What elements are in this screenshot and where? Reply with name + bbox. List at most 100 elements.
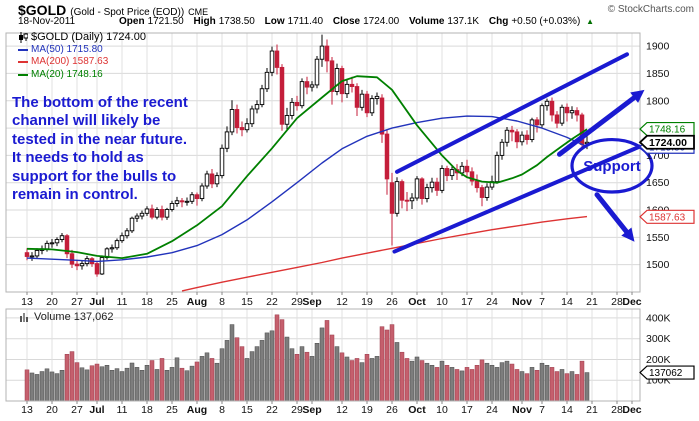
svg-text:15: 15 — [241, 404, 253, 416]
stat-label: Close — [332, 16, 361, 27]
svg-text:18: 18 — [141, 404, 153, 416]
svg-text:1748.16: 1748.16 — [649, 125, 686, 136]
svg-text:15: 15 — [241, 296, 253, 308]
quote-stats-row: Open 1721.50 High 1738.50 Low 1711.40 Close… — [112, 16, 594, 27]
svg-text:17: 17 — [461, 404, 473, 416]
svg-text:21: 21 — [586, 296, 598, 308]
svg-text:13: 13 — [21, 404, 33, 416]
svg-text:137062: 137062 — [649, 368, 683, 379]
svg-text:Jul: Jul — [89, 404, 104, 416]
x-axis-labels-mid: 13 20 27 Jul 11 18 25 Aug 8 15 22 29 Sep 12 19 26 Oct 10 1… — [21, 296, 642, 308]
legend-ma200: MA(200) 1587.63 — [18, 56, 146, 69]
stat-value: 1724.00 — [363, 16, 400, 27]
channel-lines — [392, 52, 642, 254]
volume-callout: 137062 — [639, 365, 695, 380]
ticker-symbol: $GOLD — [18, 2, 67, 18]
svg-text:300K: 300K — [646, 333, 671, 345]
svg-text:1800: 1800 — [646, 95, 670, 107]
svg-text:Sep: Sep — [302, 296, 321, 308]
svg-text:10: 10 — [436, 404, 448, 416]
svg-text:24: 24 — [486, 296, 498, 308]
svg-text:Jul: Jul — [89, 296, 104, 308]
volume-bars — [24, 314, 590, 402]
svg-text:1650: 1650 — [646, 177, 670, 189]
svg-text:11: 11 — [117, 296, 128, 308]
svg-text:25: 25 — [166, 296, 178, 308]
svg-text:28: 28 — [611, 296, 623, 308]
svg-text:18: 18 — [141, 296, 153, 308]
ma20-line — [26, 75, 588, 260]
up-arrow — [557, 89, 645, 157]
svg-text:400K: 400K — [646, 312, 671, 324]
svg-text:26: 26 — [386, 296, 398, 308]
stat-value: 1738.50 — [218, 16, 255, 27]
ma200-line — [181, 215, 588, 292]
svg-text:29: 29 — [291, 296, 303, 308]
volume-legend: Volume 137,062 — [20, 311, 114, 323]
ma50-line — [26, 115, 588, 263]
svg-text:17: 17 — [461, 296, 473, 308]
plot-borders — [5, 32, 641, 404]
volume-legend-label: Volume 137,062 — [34, 311, 114, 323]
svg-text:7: 7 — [539, 296, 545, 308]
chart-legend: $GOLD (Daily) 1724.00 MA(50) 1715.80 MA(… — [18, 31, 146, 81]
svg-text:200K: 200K — [646, 354, 671, 366]
svg-text:8: 8 — [219, 296, 225, 308]
legend-main-label: $GOLD (Daily) 1724.00 — [31, 31, 146, 43]
svg-text:1550: 1550 — [646, 232, 670, 244]
svg-text:1500: 1500 — [646, 259, 670, 271]
ticker-description: (Gold - Spot Price (EOD)) — [70, 7, 185, 18]
svg-text:Oct: Oct — [408, 404, 426, 416]
candlestick-icon — [19, 31, 28, 43]
svg-text:11: 11 — [117, 404, 128, 416]
svg-text:13: 13 — [21, 296, 33, 308]
stat-value: 137.1K — [447, 16, 480, 27]
svg-text:22: 22 — [266, 296, 278, 308]
svg-text:12: 12 — [336, 296, 348, 308]
support-label: Support — [583, 158, 641, 175]
svg-text:24: 24 — [486, 404, 498, 416]
svg-text:19: 19 — [361, 404, 373, 416]
ma200-dash-icon — [18, 61, 28, 64]
stat-label: Volume — [409, 16, 445, 27]
svg-text:8: 8 — [219, 404, 225, 416]
chart-header: $GOLD (Gold - Spot Price (EOD)) CME — [18, 2, 208, 18]
svg-text:Oct: Oct — [408, 296, 426, 308]
analyst-annotation-text: The bottom of the recent channel will li… — [12, 94, 188, 204]
svg-text:29: 29 — [291, 404, 303, 416]
ma20-dash-icon — [18, 73, 28, 76]
down-arrow — [594, 192, 635, 242]
legend-ma200-label: MA(200) 1587.63 — [31, 56, 109, 67]
svg-text:26: 26 — [386, 404, 398, 416]
svg-text:27: 27 — [71, 404, 83, 416]
svg-text:7: 7 — [539, 404, 545, 416]
support-ellipse — [570, 137, 654, 194]
legend-ma50-label: MA(50) 1715.80 — [31, 43, 103, 55]
stat-label: Open — [119, 16, 145, 27]
legend-ma20-label: MA(20) 1748.16 — [31, 68, 103, 80]
stat-label: Low — [264, 16, 285, 27]
svg-text:22: 22 — [266, 404, 278, 416]
svg-text:27: 27 — [71, 296, 83, 308]
stat-label: High — [193, 16, 216, 27]
svg-text:12: 12 — [336, 404, 348, 416]
stockcharts-credit: © StockCharts.com — [607, 4, 694, 15]
svg-text:1900: 1900 — [646, 41, 670, 53]
svg-text:Dec: Dec — [622, 404, 641, 416]
svg-text:28: 28 — [611, 404, 623, 416]
change-up-triangle-icon: ▲ — [586, 17, 594, 26]
svg-text:14: 14 — [561, 404, 573, 416]
x-axis-labels-bottom: 13 20 27 Jul 11 18 25 Aug 8 15 22 29 Sep 12 19 26 Oct 10 1… — [21, 404, 642, 416]
svg-text:Aug: Aug — [187, 296, 207, 308]
svg-text:21: 21 — [586, 404, 598, 416]
legend-main-row: $GOLD (Daily) 1724.00 — [18, 31, 146, 44]
svg-text:1850: 1850 — [646, 68, 670, 80]
ma50-dash-icon — [18, 48, 28, 51]
stat-value: 1721.50 — [147, 16, 184, 27]
legend-ma20: MA(20) 1748.16 — [18, 69, 146, 82]
y-axis-labels: 150015501600165017001750180018501900 — [646, 41, 670, 272]
svg-text:Sep: Sep — [302, 404, 321, 416]
stat-label: Chg — [488, 16, 509, 27]
